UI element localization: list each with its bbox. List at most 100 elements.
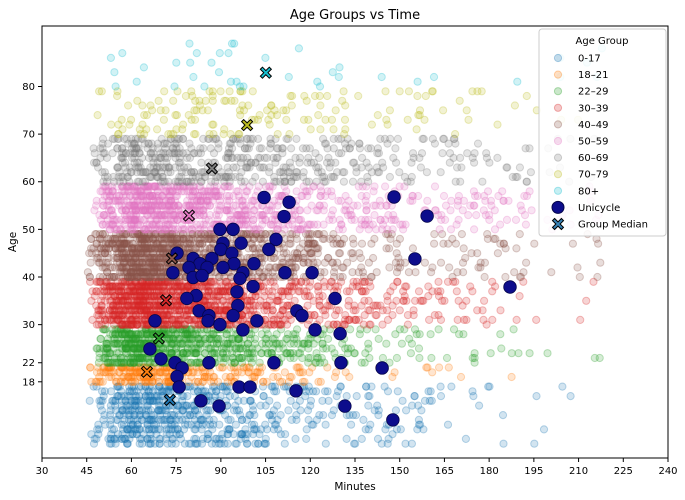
scatter-point xyxy=(190,425,199,434)
scatter-point xyxy=(388,430,397,439)
scatter-point xyxy=(336,382,345,391)
scatter-point xyxy=(342,434,351,443)
scatter-point xyxy=(451,239,460,248)
scatter-point xyxy=(225,425,234,434)
scatter-point xyxy=(480,272,489,282)
scatter-point xyxy=(123,439,132,448)
scatter-point xyxy=(261,334,270,343)
scatter-point xyxy=(128,430,137,439)
scatter-point xyxy=(111,406,121,415)
scatter-point xyxy=(370,211,379,220)
scatter-point xyxy=(352,392,361,401)
scatter-point xyxy=(146,392,155,401)
scatter-point xyxy=(357,434,366,443)
scatter-point xyxy=(140,311,149,320)
scatter-point xyxy=(241,344,250,353)
scatter-point xyxy=(136,272,145,282)
scatter-point xyxy=(306,396,316,405)
scatter-point xyxy=(164,425,173,434)
scatter-point xyxy=(156,434,165,443)
scatter-point xyxy=(115,411,124,420)
scatter-point xyxy=(397,339,406,348)
scatter-point xyxy=(111,196,121,205)
scatter-point xyxy=(266,320,275,329)
scatter-point xyxy=(512,315,521,324)
scatter-point xyxy=(130,406,139,415)
scatter-point xyxy=(260,439,270,448)
scatter-point xyxy=(134,330,143,339)
scatter-point xyxy=(203,434,213,443)
scatter-point xyxy=(336,382,345,391)
scatter-point xyxy=(150,439,160,448)
scatter-point xyxy=(190,406,200,415)
scatter-point xyxy=(377,439,386,448)
scatter-point xyxy=(113,382,123,391)
scatter-point xyxy=(114,358,124,367)
scatter-point xyxy=(157,387,166,396)
scatter-point xyxy=(166,415,175,424)
scatter-point xyxy=(481,211,490,220)
scatter-point xyxy=(236,434,245,443)
scatter-point xyxy=(153,406,163,415)
scatter-point xyxy=(329,239,338,248)
scatter-point xyxy=(231,420,240,429)
scatter-point xyxy=(287,415,296,424)
scatter-point xyxy=(568,239,578,248)
scatter-point xyxy=(100,411,109,420)
scatter-point xyxy=(105,272,114,282)
scatter-point xyxy=(111,282,120,291)
scatter-point xyxy=(231,401,240,410)
scatter-point xyxy=(105,439,115,448)
scatter-point xyxy=(93,253,103,263)
scatter-point xyxy=(96,401,105,410)
scatter-point xyxy=(351,315,360,324)
scatter-point xyxy=(92,344,101,353)
scatter-point xyxy=(138,406,147,415)
scatter-point xyxy=(238,215,247,224)
scatter-point xyxy=(202,411,211,420)
scatter-point xyxy=(385,244,394,253)
scatter-point xyxy=(101,420,110,429)
scatter-point xyxy=(133,420,142,429)
scatter-point xyxy=(212,339,222,348)
scatter-point xyxy=(124,415,134,424)
scatter-point xyxy=(276,411,285,420)
scatter-point xyxy=(370,406,379,415)
scatter-point xyxy=(95,234,105,243)
scatter-point xyxy=(231,439,240,448)
scatter-point xyxy=(172,330,181,339)
scatter-point xyxy=(391,215,400,224)
scatter-point xyxy=(148,249,157,258)
scatter-point xyxy=(251,439,260,448)
scatter-point xyxy=(145,396,154,405)
scatter-point xyxy=(232,187,241,196)
scatter-point xyxy=(125,382,134,391)
scatter-point xyxy=(434,277,443,286)
scatter-point xyxy=(329,406,338,415)
scatter-point xyxy=(120,392,129,401)
scatter-point xyxy=(155,396,164,405)
scatter-point xyxy=(321,311,330,320)
scatter-point xyxy=(141,411,151,420)
scatter-point xyxy=(192,349,201,358)
scatter-point xyxy=(133,425,142,434)
chart-title: Age Groups vs Time xyxy=(290,8,420,23)
scatter-point xyxy=(143,396,152,405)
scatter-point xyxy=(95,272,104,282)
scatter-point xyxy=(111,396,120,405)
scatter-point xyxy=(436,382,445,391)
scatter-point xyxy=(496,330,505,339)
scatter-point xyxy=(179,425,189,434)
scatter-point xyxy=(156,425,165,434)
scatter-point xyxy=(113,382,122,391)
scatter-point xyxy=(349,411,358,420)
scatter-point xyxy=(191,434,200,443)
scatter-point xyxy=(443,420,453,429)
scatter-point xyxy=(131,425,140,434)
scatter-point xyxy=(301,387,310,396)
scatter-point xyxy=(318,396,327,405)
scatter-point xyxy=(327,411,337,420)
scatter-point xyxy=(260,439,269,448)
scatter-point xyxy=(234,396,243,405)
scatter-point xyxy=(131,396,140,405)
